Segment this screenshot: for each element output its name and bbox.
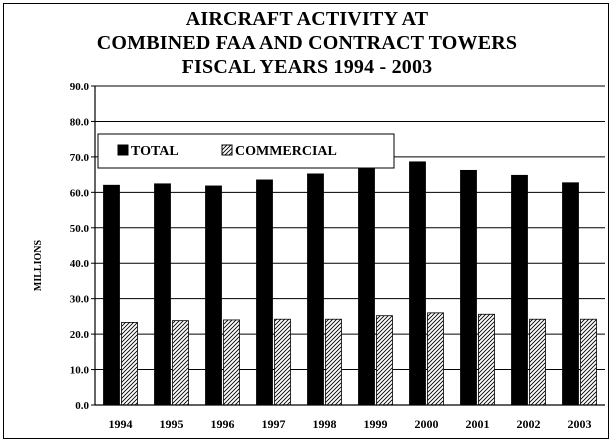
bar-commercial-1998	[325, 318, 342, 406]
x-tick-label: 1999	[364, 417, 388, 431]
bar-total-2001	[460, 169, 477, 406]
x-tick-label: 2002	[517, 417, 541, 431]
y-tick-label: 20.0	[70, 329, 90, 341]
bar-commercial-1994	[121, 322, 138, 406]
chart-title-line-3: FISCAL YEARS 1994 - 2003	[181, 56, 433, 78]
bar-commercial-2003	[580, 318, 597, 406]
bar-total-1996	[205, 185, 222, 406]
bar-commercial-2000	[427, 312, 444, 406]
bar-total-2003	[562, 182, 579, 406]
legend-swatch-total	[117, 144, 129, 156]
chart-title-line-1: AIRCRAFT ACTIVITY AT	[185, 8, 429, 30]
bar-commercial-1999	[376, 315, 393, 406]
x-tick-label: 1994	[109, 417, 133, 431]
bar-total-1994	[103, 184, 120, 406]
y-tick-label: 0.0	[75, 400, 89, 412]
x-tick-label: 2001	[466, 417, 490, 431]
y-tick-label: 90.0	[70, 81, 90, 93]
legend-label-commercial: COMMERCIAL	[235, 144, 337, 159]
bars	[103, 161, 597, 406]
y-tick-label: 50.0	[70, 223, 90, 235]
chart-title-line-2: COMBINED FAA AND CONTRACT TOWERS	[96, 32, 518, 54]
x-tick-label: 1996	[211, 417, 235, 431]
y-axis-label: MILLIONS	[33, 240, 44, 292]
axes: 0.0 10.0 20.0 30.0 40.0 50.0 60.0 70.0 80.0 90.0 1…	[33, 81, 605, 431]
bar-commercial-2001	[478, 313, 495, 406]
bar-commercial-1997	[274, 318, 291, 406]
bar-total-1999	[358, 163, 375, 406]
x-tick-label: 1997	[262, 417, 286, 431]
x-tick-label: 2000	[415, 417, 439, 431]
bar-total-2002	[511, 174, 528, 406]
x-tick-label: 1998	[313, 417, 337, 431]
y-tick-label: 80.0	[70, 116, 90, 128]
x-tick-label: 1995	[160, 417, 184, 431]
x-tick-label: 2003	[568, 417, 592, 431]
bar-total-1997	[256, 179, 273, 406]
bar-total-2000	[409, 161, 426, 406]
y-tick-label: 30.0	[70, 294, 90, 306]
y-tick-label: 70.0	[70, 152, 90, 164]
bar-total-1998	[307, 173, 324, 406]
bar-commercial-1995	[172, 320, 189, 406]
bar-total-1995	[154, 183, 171, 406]
legend-label-total: TOTAL	[131, 144, 179, 159]
bar-commercial-1996	[223, 319, 240, 406]
y-tick-label: 10.0	[70, 365, 90, 377]
legend-swatch-commercial	[221, 144, 233, 156]
y-tick-label: 60.0	[70, 187, 90, 199]
legend-box	[97, 133, 395, 169]
y-tick-label: 40.0	[70, 258, 90, 270]
legend: TOTAL COMMERCIAL	[97, 133, 395, 169]
bar-commercial-2002	[529, 318, 546, 406]
